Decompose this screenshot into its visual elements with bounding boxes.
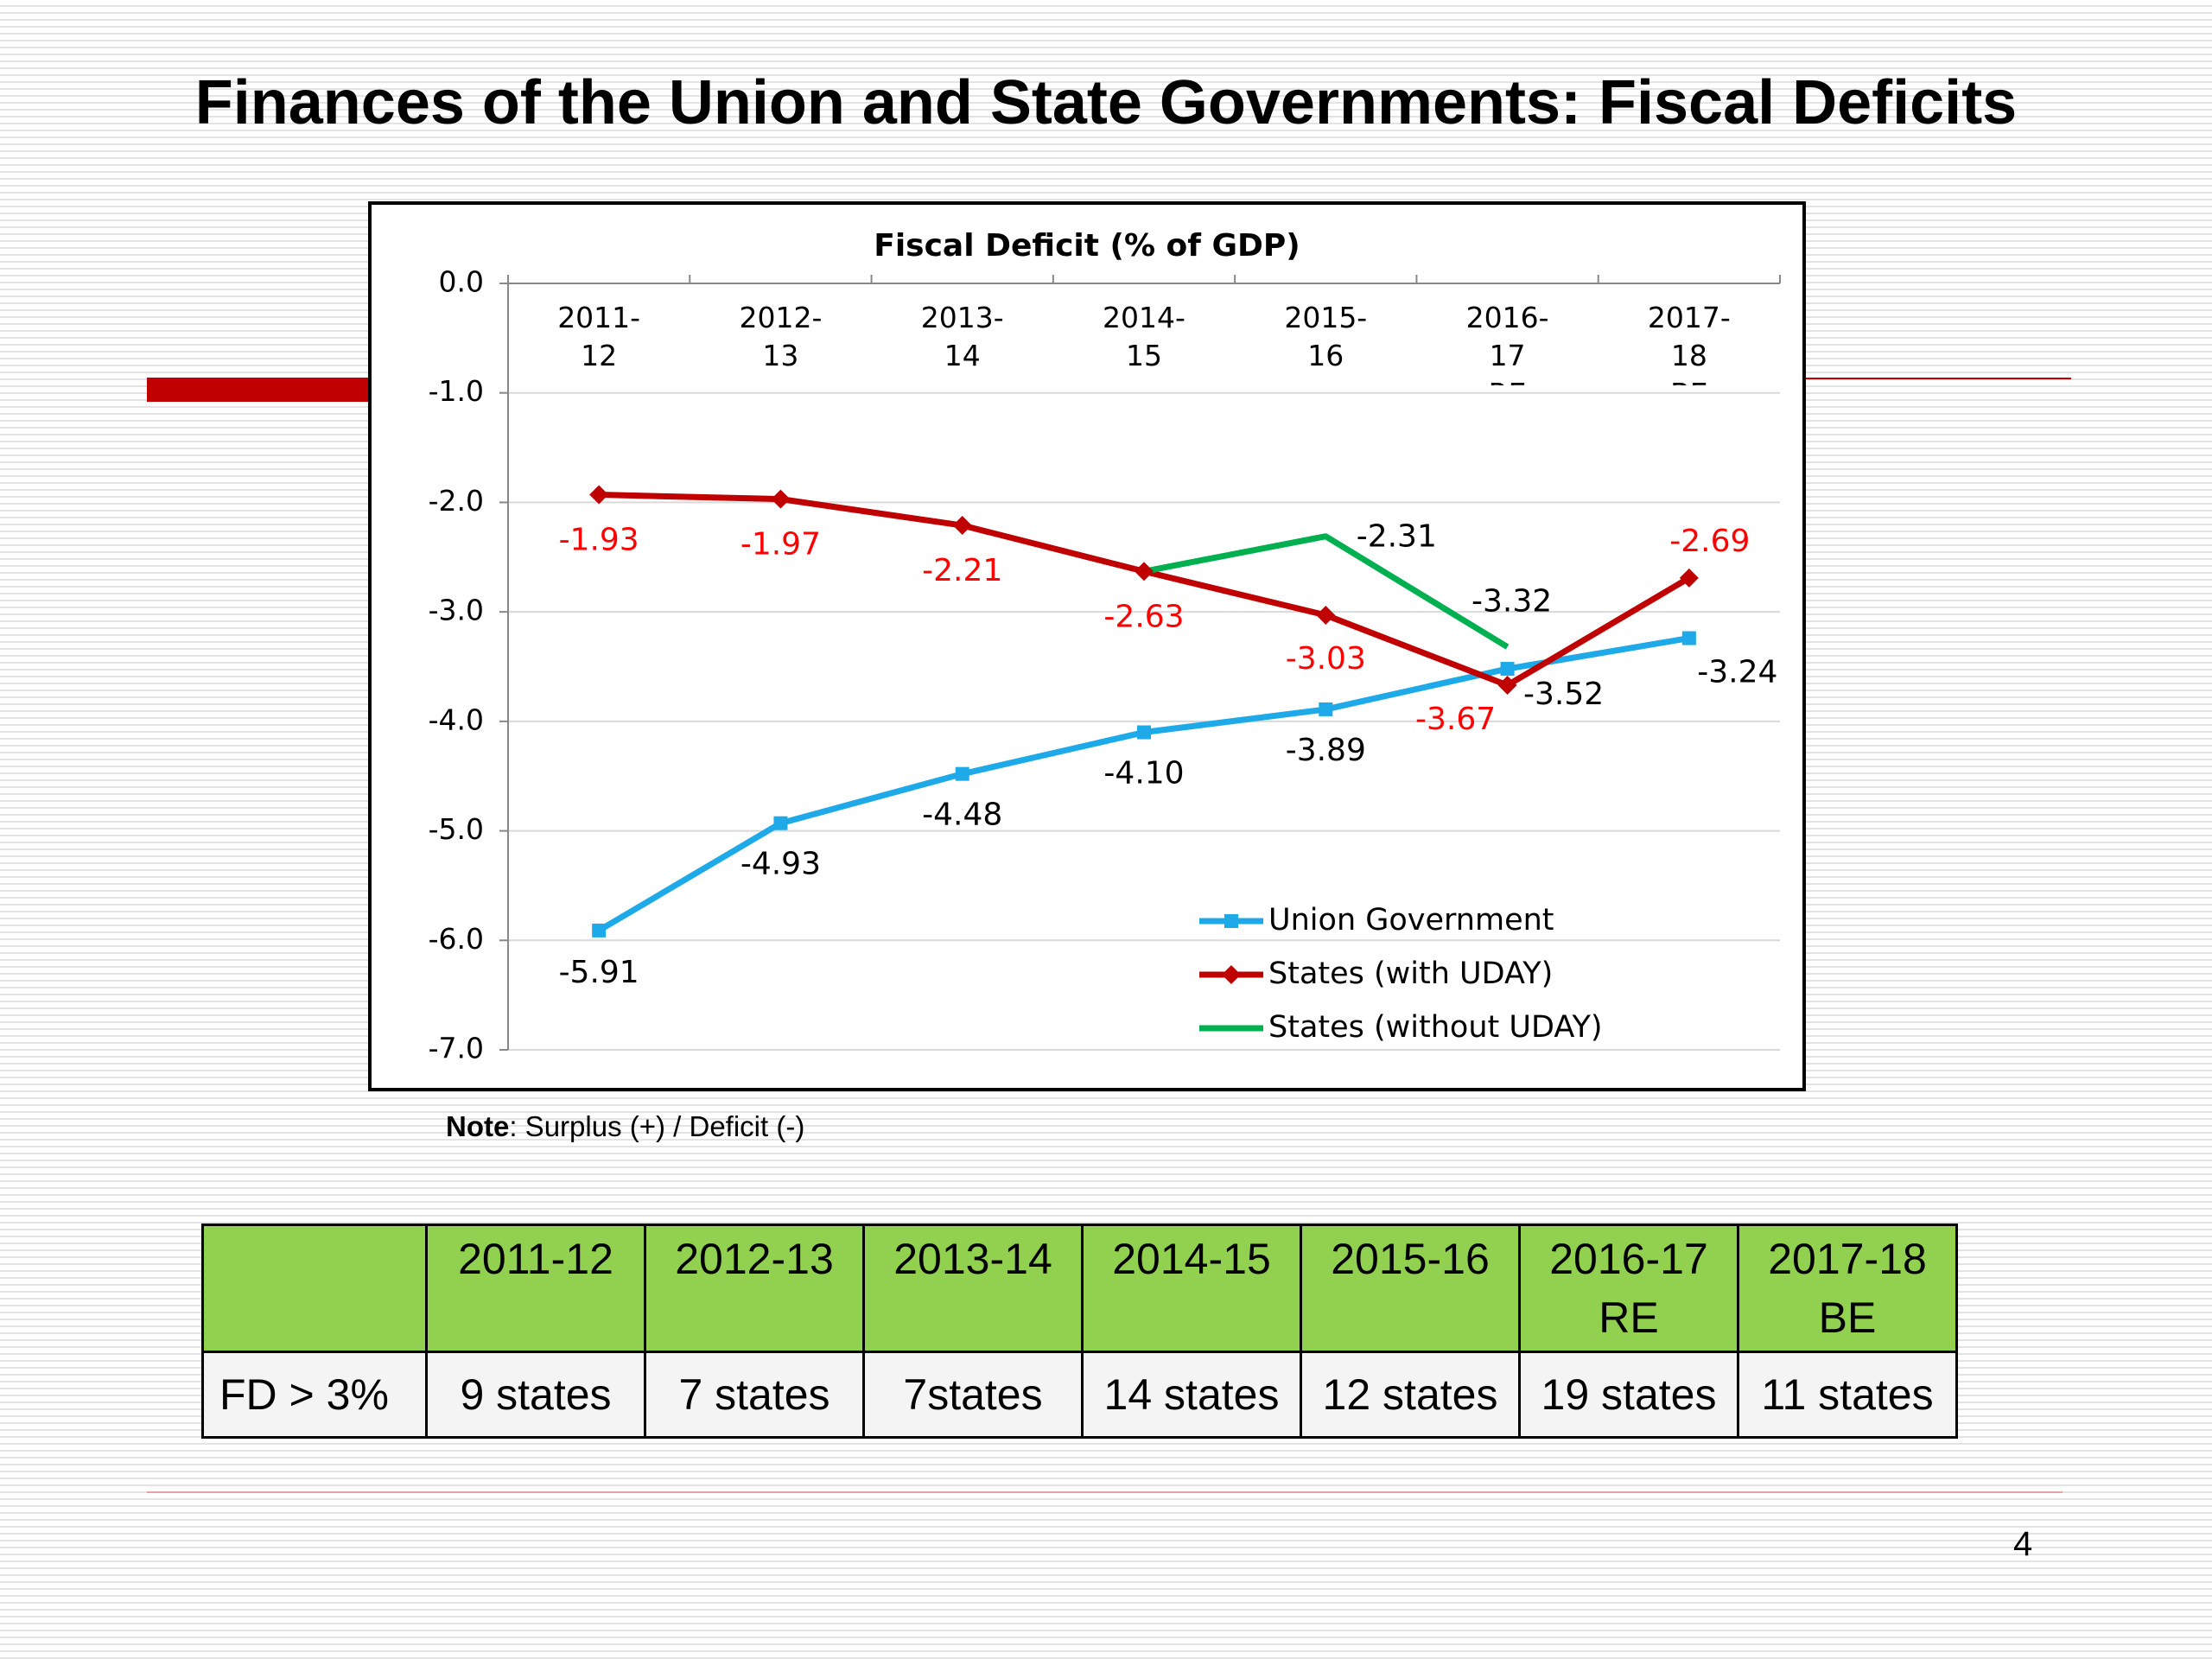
y-tick-label: -1.0 <box>429 374 484 408</box>
data-label: -3.67 <box>1415 702 1496 737</box>
chart-title: Fiscal Deficit (% of GDP) <box>874 228 1300 264</box>
header-cell: 2011-12 <box>425 1224 646 1353</box>
note-label: Note <box>446 1110 510 1142</box>
table-header-row: 2011-12 2012-13 2013-14 2014-15 2015-16 2016-… <box>201 1224 1958 1353</box>
table-cell: 9 states <box>425 1351 646 1439</box>
marker <box>1135 562 1154 582</box>
table: 2011-12 2012-13 2013-14 2014-15 2015-16 2016-… <box>201 1224 1958 1439</box>
table-cell: 12 states <box>1300 1351 1521 1439</box>
x-tick-label: 2013-14 <box>920 301 1004 372</box>
data-label: -1.93 <box>559 523 639 558</box>
marker <box>955 766 969 781</box>
data-label: -1.97 <box>741 527 821 563</box>
marker <box>1316 605 1336 625</box>
x-label-box: 2016-17 RE <box>1465 301 1549 385</box>
table-cell: 19 states <box>1518 1351 1739 1439</box>
marker <box>773 816 788 830</box>
x-tick-label: 2016-17 RE <box>1465 301 1549 385</box>
data-label: -3.24 <box>1697 655 1777 690</box>
marker <box>1137 725 1151 740</box>
marker <box>771 489 791 509</box>
data-label: -4.48 <box>922 798 1002 833</box>
table-cell: 7 states <box>644 1351 865 1439</box>
data-label: -5.91 <box>559 955 639 990</box>
marker <box>1319 702 1333 716</box>
table-row: FD > 3% 9 states 7 states 7states 14 states 1… <box>201 1351 1958 1439</box>
marker <box>1500 662 1515 677</box>
header-cell: 2016-17 RE <box>1518 1224 1739 1353</box>
marker <box>952 516 972 536</box>
data-label: -3.89 <box>1286 733 1366 768</box>
x-label-box: 2012-13 <box>739 301 823 372</box>
x-label-box: 2013-14 <box>920 301 1004 372</box>
data-label: -2.31 <box>1357 519 1437 555</box>
table-cell: 14 states <box>1081 1351 1302 1439</box>
footer-line <box>147 1491 2063 1493</box>
x-tick-label: 2015-16 <box>1284 301 1368 372</box>
legend-label: States (without UDAY) <box>1268 1010 1603 1045</box>
header-cell: 2014-15 <box>1081 1224 1302 1353</box>
y-tick-label: -7.0 <box>429 1032 484 1065</box>
x-label-box: 2015-16 <box>1284 301 1368 372</box>
header-cell <box>201 1224 428 1353</box>
accent-line <box>1806 378 2071 379</box>
legend-marker <box>1222 965 1241 984</box>
x-tick-label: 2012-13 <box>739 301 823 372</box>
legend-label: States (with UDAY) <box>1268 957 1553 991</box>
x-tick-label: 2017-18 BE <box>1647 301 1731 385</box>
data-label: -2.21 <box>922 553 1002 588</box>
table-cell: 7states <box>862 1351 1084 1439</box>
page-number: 4 <box>2013 1525 2033 1563</box>
legend-label: Union Government <box>1268 903 1554 938</box>
table-cell: 11 states <box>1737 1351 1958 1439</box>
chart: Fiscal Deficit (% of GDP) 0.0 -1.0 -2.0 -3.… <box>368 201 1806 1091</box>
y-tick-label: -4.0 <box>429 702 484 736</box>
slide-title: Finances of the Union and State Governme… <box>194 68 2018 137</box>
x-tick-label: 2014-15 <box>1103 301 1185 372</box>
marker <box>1497 676 1517 696</box>
x-label-box: 2014-15 <box>1103 301 1185 372</box>
header-cell: 2015-16 <box>1300 1224 1521 1353</box>
y-tick-label: -3.0 <box>429 594 484 627</box>
note: Note: Surplus (+) / Deficit (-) <box>446 1110 804 1143</box>
table-cell: FD > 3% <box>201 1351 428 1439</box>
series-line <box>1143 533 1510 650</box>
marker <box>589 485 609 505</box>
header-cell: 2013-14 <box>862 1224 1084 1353</box>
y-tick-label: -5.0 <box>429 812 484 846</box>
chart-frame <box>368 201 1806 1091</box>
x-tick-label: 2011-12 <box>557 301 641 372</box>
marker <box>592 923 607 938</box>
data-label: -3.32 <box>1471 584 1552 620</box>
accent-bar <box>147 378 372 402</box>
y-tick-label: -6.0 <box>429 922 484 956</box>
data-label: -4.10 <box>1103 756 1184 791</box>
y-tick-label: -2.0 <box>429 484 484 518</box>
header-cell: 2012-13 <box>644 1224 865 1353</box>
data-label: -2.63 <box>1103 599 1184 634</box>
x-label-box: 2011-12 <box>557 301 641 372</box>
note-text: : Surplus (+) / Deficit (-) <box>509 1110 805 1142</box>
marker <box>1681 631 1696 645</box>
data-label: -3.03 <box>1286 641 1366 677</box>
data-label: -3.52 <box>1523 677 1604 712</box>
y-tick-label: 0.0 <box>439 265 484 299</box>
legend-marker <box>1224 914 1238 928</box>
data-label: -4.93 <box>741 847 821 882</box>
data-label: -2.69 <box>1669 524 1750 559</box>
header-cell: 2017-18 BE <box>1737 1224 1958 1353</box>
marker <box>1679 568 1699 588</box>
x-label-box: 2017-18 BE <box>1647 301 1731 385</box>
